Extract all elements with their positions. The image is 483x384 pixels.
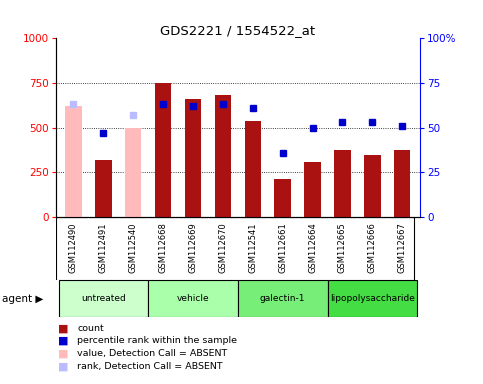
Bar — [364, 156, 381, 217]
Text: vehicle: vehicle — [177, 294, 209, 303]
Text: agent ▶: agent ▶ — [2, 293, 44, 304]
FancyBboxPatch shape — [327, 280, 417, 317]
Bar — [304, 162, 321, 217]
Text: GSM112661: GSM112661 — [278, 222, 287, 273]
Text: percentile rank within the sample: percentile rank within the sample — [77, 336, 237, 346]
Title: GDS2221 / 1554522_at: GDS2221 / 1554522_at — [160, 24, 315, 37]
Text: GSM112490: GSM112490 — [69, 222, 78, 273]
Text: ■: ■ — [57, 361, 68, 371]
FancyBboxPatch shape — [148, 280, 238, 317]
Text: value, Detection Call = ABSENT: value, Detection Call = ABSENT — [77, 349, 227, 358]
Bar — [394, 150, 411, 217]
Text: ■: ■ — [57, 323, 68, 333]
Bar — [185, 99, 201, 217]
Text: GSM112665: GSM112665 — [338, 222, 347, 273]
FancyBboxPatch shape — [238, 280, 327, 317]
Text: GSM112491: GSM112491 — [99, 222, 108, 273]
Text: GSM112668: GSM112668 — [158, 222, 168, 273]
Bar — [274, 179, 291, 217]
Text: GSM112664: GSM112664 — [308, 222, 317, 273]
Text: GSM112669: GSM112669 — [188, 222, 198, 273]
Text: GSM112540: GSM112540 — [129, 222, 138, 273]
Bar — [95, 160, 112, 217]
Text: untreated: untreated — [81, 294, 126, 303]
Bar — [334, 150, 351, 217]
Text: ■: ■ — [57, 336, 68, 346]
Bar — [125, 127, 142, 217]
Text: count: count — [77, 324, 104, 333]
Text: GSM112541: GSM112541 — [248, 222, 257, 273]
Text: GSM112666: GSM112666 — [368, 222, 377, 273]
Text: GSM112670: GSM112670 — [218, 222, 227, 273]
Text: GSM112667: GSM112667 — [398, 222, 407, 273]
Text: ■: ■ — [57, 349, 68, 359]
Bar — [215, 94, 231, 217]
Text: rank, Detection Call = ABSENT: rank, Detection Call = ABSENT — [77, 362, 223, 371]
FancyBboxPatch shape — [58, 280, 148, 317]
Bar — [244, 121, 261, 217]
Text: lipopolysaccharide: lipopolysaccharide — [330, 294, 415, 303]
Bar — [65, 106, 82, 217]
Text: galectin-1: galectin-1 — [260, 294, 305, 303]
Bar — [155, 83, 171, 217]
